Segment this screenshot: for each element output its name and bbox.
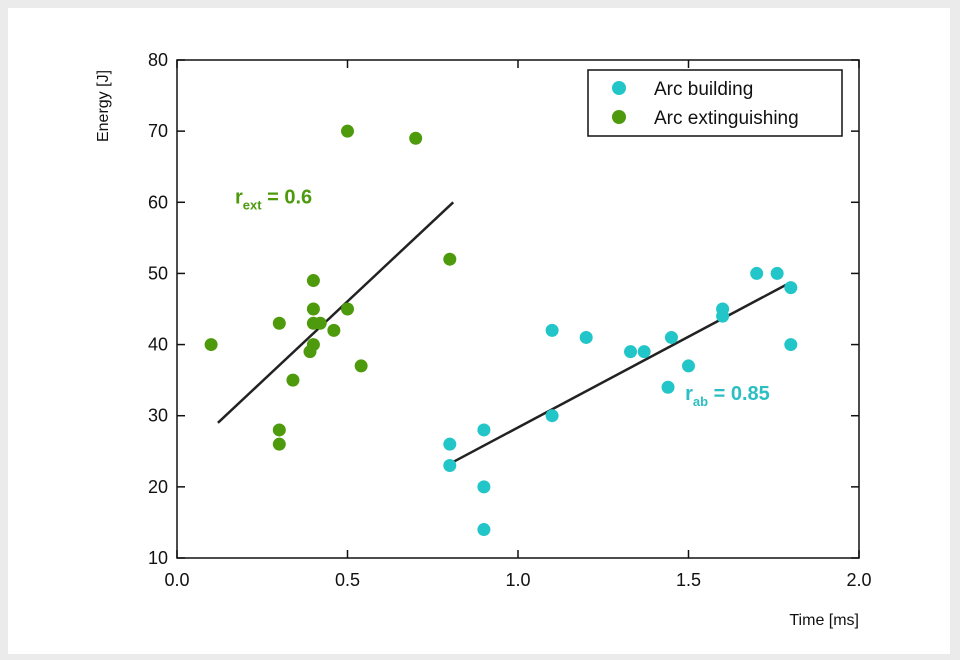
data-point <box>784 281 798 295</box>
legend-entry: Arc building <box>654 79 753 100</box>
data-point <box>272 423 286 437</box>
y-tick-label: 40 <box>148 335 168 355</box>
x-tick-label: 0.5 <box>335 570 360 590</box>
y-tick-label: 70 <box>148 121 168 141</box>
x-tick-label: 2.0 <box>846 570 871 590</box>
data-point <box>341 302 354 316</box>
data-point <box>477 523 491 537</box>
data-point <box>327 323 341 337</box>
data-point <box>750 266 764 280</box>
y-axis-label: Energy [J] <box>95 70 112 142</box>
data-point <box>716 309 730 323</box>
x-tick-label: 1.0 <box>505 570 530 590</box>
data-point <box>306 338 320 352</box>
y-tick-label: 80 <box>148 50 168 70</box>
x-tick-label: 0.0 <box>164 570 189 590</box>
y-tick-label: 50 <box>148 263 168 283</box>
axis-ticks: 0.0 0.5 1.0 1.5 2.0 10 20 30 40 50 60 70 80 <box>148 50 872 590</box>
data-point <box>624 345 638 359</box>
data-point <box>313 316 327 330</box>
data-point <box>443 459 457 473</box>
data-point <box>306 274 320 288</box>
data-point <box>341 124 354 138</box>
data-point <box>272 316 286 330</box>
data-point <box>443 437 457 451</box>
data-point <box>784 338 798 352</box>
y-tick-label: 30 <box>148 406 168 426</box>
data-point <box>545 323 559 337</box>
data-point <box>272 437 286 451</box>
fit-line <box>217 201 455 424</box>
legend-marker <box>612 81 626 95</box>
data-point <box>661 380 675 394</box>
data-point <box>770 266 784 280</box>
correlation-label: rab = 0.85 <box>685 383 770 409</box>
fit-lines <box>217 201 788 464</box>
scatter-chart: 0.0 0.5 1.0 1.5 2.0 10 20 30 40 50 60 70 80 rext = 0… <box>95 50 872 629</box>
data-points <box>204 124 798 537</box>
data-point <box>409 131 423 145</box>
x-axis-label: Time [ms] <box>789 612 859 629</box>
data-point <box>637 345 651 359</box>
chart-frame: 0.0 0.5 1.0 1.5 2.0 10 20 30 40 50 60 70 80 rext = 0… <box>8 8 950 654</box>
legend: Arc building Arc extinguishing <box>587 69 843 137</box>
correlation-label: rext = 0.6 <box>235 187 312 213</box>
y-tick-label: 20 <box>148 477 168 497</box>
data-point <box>286 373 300 387</box>
data-point <box>664 330 678 344</box>
x-tick-label: 1.5 <box>676 570 701 590</box>
y-tick-label: 60 <box>148 192 168 212</box>
legend-entry: Arc extinguishing <box>654 108 799 129</box>
data-point <box>579 330 593 344</box>
legend-marker <box>612 110 626 124</box>
data-point <box>477 480 491 494</box>
data-point <box>682 359 695 373</box>
data-point <box>477 423 491 437</box>
data-point <box>545 409 559 423</box>
data-point <box>204 338 218 352</box>
legend-box <box>587 69 843 137</box>
correlation-annotations: rext = 0.6 rab = 0.85 <box>235 187 770 409</box>
data-point <box>354 359 368 373</box>
fit-line <box>452 282 788 464</box>
y-tick-label: 10 <box>148 548 168 568</box>
data-point <box>306 302 320 316</box>
data-point <box>443 252 457 266</box>
